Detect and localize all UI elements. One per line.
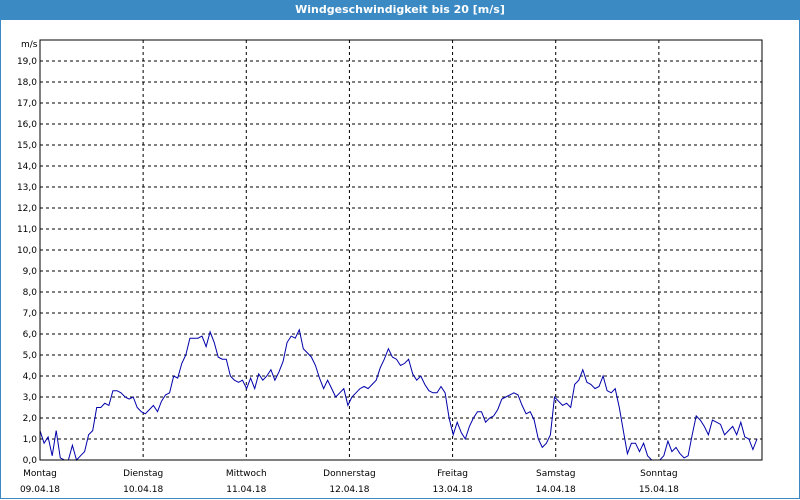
x-tick-day-label: Mittwoch (226, 469, 267, 479)
x-axis-ticks: Montag 09.04.18 Dienstag 10.04.18 Mittwoch 11… (20, 469, 679, 495)
y-tick-label: 16,0 (17, 120, 37, 130)
window-title: Windgeschwindigkeit bis 20 [m/s] (0, 0, 800, 20)
y-tick-label: 12,0 (17, 204, 37, 214)
x-tick-day-label: Donnerstag (323, 469, 376, 479)
series-line (39, 328, 758, 461)
y-tick-label: 4,0 (23, 372, 38, 382)
y-tick-label: 6,0 (23, 330, 38, 340)
y-tick-label: 8,0 (23, 288, 38, 298)
x-tick-day-label: Samstag (536, 469, 575, 479)
y-axis-unit-label: m/s (21, 40, 38, 50)
x-tick-date-label: 11.04.18 (226, 485, 266, 495)
y-tick-label: 10,0 (17, 246, 37, 256)
x-tick-day-label: Sonntag (640, 469, 677, 479)
x-tick-date-label: 15.04.18 (639, 485, 679, 495)
y-axis-ticks: 0,0 1,0 2,0 3,0 4,0 5,0 6,0 7,0 8,0 9,0 10,0 11,0 12… (17, 57, 37, 466)
y-tick-label: 19,0 (17, 57, 37, 67)
y-tick-label: 15,0 (17, 141, 37, 151)
x-tick-day-label: Dienstag (123, 469, 163, 479)
y-tick-label: 3,0 (23, 393, 38, 403)
y-tick-label: 1,0 (23, 435, 38, 445)
x-tick-date-label: 10.04.18 (123, 485, 163, 495)
x-tick-date-label: 09.04.18 (20, 485, 60, 495)
y-tick-label: 17,0 (17, 99, 37, 109)
y-tick-label: 9,0 (23, 267, 38, 277)
x-tick-date-label: 14.04.18 (536, 485, 576, 495)
x-tick-day-label: Montag (23, 469, 57, 479)
plot-border (39, 39, 763, 461)
y-tick-label: 13,0 (17, 183, 37, 193)
x-tick-day-label: Freitag (437, 469, 468, 479)
x-tick-date-label: 12.04.18 (329, 485, 369, 495)
y-tick-label: 2,0 (23, 414, 38, 424)
y-tick-label: 0,0 (23, 456, 38, 466)
y-tick-label: 5,0 (23, 351, 38, 361)
y-tick-label: 11,0 (17, 225, 37, 235)
x-tick-date-label: 13.04.18 (433, 485, 473, 495)
grid (40, 40, 762, 460)
y-tick-label: 7,0 (23, 309, 38, 319)
y-tick-label: 14,0 (17, 162, 37, 172)
y-tick-label: 18,0 (17, 78, 37, 88)
